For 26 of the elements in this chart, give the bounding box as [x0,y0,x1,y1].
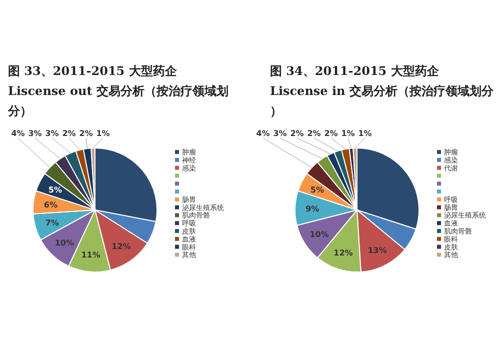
data-label: 5% [48,186,62,195]
data-label: 7% [45,218,59,228]
data-label: 1% [341,129,355,138]
data-label: 2% [324,129,338,138]
chart-title: 图 34、2011-2015 大型药企 Liscense in 交易分析（按治疗领域划分） [270,64,494,118]
data-label: 4% [256,129,270,138]
data-label: 10% [310,230,329,239]
chart-title: 图 33、2011-2015 大型药企 Liscense out 交易分析（按治疗领域划分） [7,64,228,118]
data-label: 3% [28,129,42,138]
data-label: 12% [334,248,353,258]
data-label: 4% [11,129,25,138]
data-label: 1% [358,129,372,138]
data-label: 3% [273,129,287,138]
data-label: 6% [44,200,58,210]
data-label: 5% [310,186,324,195]
data-label: 13% [368,246,387,255]
data-label: 12% [112,242,131,252]
data-label: 2% [307,129,321,138]
data-label: 9% [306,204,320,214]
data-label: 1% [96,129,110,138]
data-label: 2% [290,129,304,138]
data-label: 11% [81,250,100,260]
data-label: 10% [54,238,74,248]
data-label: 3% [45,129,59,138]
data-label: 2% [79,129,93,138]
data-label: 2% [62,129,76,138]
